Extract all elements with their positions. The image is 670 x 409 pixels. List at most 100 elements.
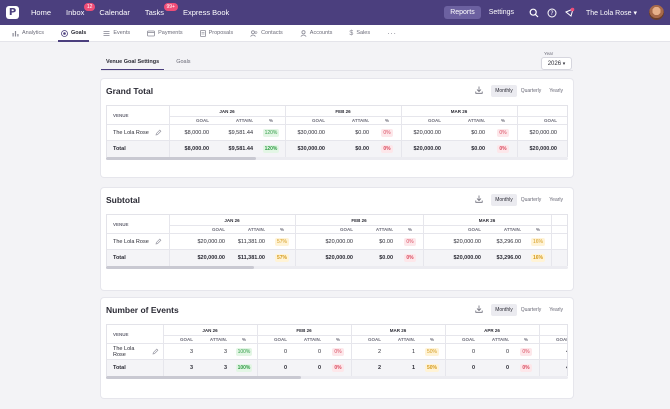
attained-value: $9,581.44 (228, 146, 253, 152)
card-icon (147, 30, 156, 36)
row-divider (107, 359, 567, 360)
more-icon: ··· (387, 28, 397, 38)
goal-value: $20,000.00 (529, 146, 557, 152)
period-yearly-button[interactable]: Yearly (549, 307, 563, 313)
horizontal-scroll-track[interactable] (106, 157, 568, 160)
month-separator (169, 106, 170, 157)
nav-reports[interactable]: Reports (444, 6, 481, 19)
contacts-icon (250, 29, 258, 37)
total-label: Total (113, 365, 126, 371)
card-title: Number of Events (106, 305, 179, 315)
more-tabs-button[interactable]: ··· (387, 25, 397, 42)
tab-sales[interactable]: $ Sales (349, 29, 371, 37)
goal-value: $20,000.00 (453, 255, 481, 261)
download-icon[interactable] (475, 86, 483, 96)
percent-badge: 16% (530, 238, 545, 246)
horizontal-scroll-track[interactable] (106, 376, 568, 379)
horizontal-scrollbar[interactable] (106, 376, 301, 379)
month-header: JAN 26 (219, 108, 235, 114)
nav-inbox[interactable]: Inbox 12 (66, 3, 96, 17)
month-header: FEB 26 (335, 108, 351, 114)
goal-value: $20,000.00 (413, 130, 441, 136)
period-yearly-button[interactable]: Yearly (549, 88, 563, 94)
period-monthly-button[interactable]: Monthly (491, 304, 517, 316)
attained-value: 0 (317, 365, 321, 371)
inbox-badge: 12 (83, 3, 96, 11)
column-header-pct: % (384, 117, 389, 123)
year-select[interactable]: 2026 ▾ (541, 57, 572, 70)
attainment-percent: 0% (489, 141, 517, 157)
attained-value: 1 (411, 365, 415, 371)
period-monthly-button[interactable]: Monthly (491, 85, 517, 97)
tab-analytics[interactable]: Analytics (12, 25, 44, 42)
notifications-icon[interactable] (564, 7, 575, 18)
venue-column-header: VENUE (113, 221, 129, 227)
goal-card: Grand Total Monthly Quarterly Yearly VENUE Th… (101, 79, 573, 177)
edit-pencil-icon[interactable] (155, 238, 162, 247)
percent-badge: 0% (404, 238, 416, 246)
tab-payments[interactable]: Payments (147, 25, 183, 42)
period-toggle: Monthly Quarterly Yearly (491, 194, 567, 206)
period-monthly-button[interactable]: Monthly (491, 194, 517, 206)
edit-pencil-icon[interactable] (155, 129, 162, 138)
goal-value: $30,000.00 (297, 130, 325, 136)
horizontal-scrollbar[interactable] (106, 266, 254, 269)
column-header-attain: ATTAIN. (561, 116, 567, 124)
month-header: APR 26 (484, 327, 500, 333)
venue-name-label: The Lola Rose (113, 130, 149, 136)
venue-name: The Lola Rose (107, 125, 169, 141)
tab-accounts[interactable]: Accounts (300, 25, 332, 42)
download-icon[interactable] (475, 305, 483, 315)
percent-badge: 100% (235, 364, 253, 372)
percent-badge: 0% (497, 129, 509, 137)
nav-tasks[interactable]: Tasks 99+ (145, 3, 178, 17)
document-icon (199, 29, 206, 37)
percent-badge: 0% (381, 145, 393, 153)
tab-venue-goal-settings[interactable]: Venue Goal Settings (101, 54, 165, 70)
attained-value: $0.00 (471, 146, 485, 152)
nav-settings[interactable]: Settings (488, 9, 514, 16)
column-header-attain: ATTAIN. (303, 336, 321, 342)
edit-pencil-icon[interactable] (152, 348, 159, 357)
column-header-pct: % (407, 226, 412, 232)
month-separator (423, 215, 424, 266)
goals-table: VENUE The Lola Rose Total JAN 26 GOAL $8,000.… (106, 105, 568, 157)
period-yearly-button[interactable]: Yearly (549, 197, 563, 203)
help-icon[interactable]: ? (546, 7, 557, 18)
user-menu[interactable]: The Lola Rose ▾ (586, 9, 637, 17)
nav-home[interactable]: Home (31, 8, 52, 17)
goal-value: $20,000.00 (197, 239, 225, 245)
month-header: APR 26 (517, 106, 567, 116)
tab-contacts[interactable]: Contacts (250, 25, 283, 42)
svg-text:?: ? (550, 10, 553, 17)
period-quarterly-button[interactable]: Quarterly (520, 307, 542, 313)
attained-value: 1 (411, 349, 415, 355)
tab-proposals[interactable]: Proposals (199, 25, 233, 42)
analytics-icon (12, 30, 19, 36)
tab-goals-list[interactable]: Goals (176, 59, 191, 65)
tab-events[interactable]: Events (103, 25, 130, 42)
avatar[interactable] (649, 5, 664, 20)
column-header-goal: GOAL (551, 225, 567, 233)
period-quarterly-button[interactable]: Quarterly (520, 197, 542, 203)
horizontal-scrollbar[interactable] (106, 157, 256, 160)
nav-calendar[interactable]: Calendar (99, 8, 130, 17)
chevron-down-icon: ▾ (562, 60, 566, 67)
percent-badge: 0% (381, 129, 393, 137)
attained-value: $0.00 (471, 130, 485, 136)
year-filter: Year 2026 ▾ (541, 51, 572, 70)
tab-goals[interactable]: Goals (57, 25, 90, 42)
search-icon[interactable] (528, 7, 539, 18)
column-header-pct: % (429, 336, 434, 342)
attainment-percent: 0% (373, 141, 401, 157)
column-header-pct: % (335, 336, 340, 342)
month-header: MAY 26 (539, 325, 567, 335)
nav-express-book[interactable]: Express Book (182, 8, 230, 17)
month-header: JAN 26 (224, 217, 240, 223)
period-quarterly-button[interactable]: Quarterly (520, 88, 542, 94)
column-header-goal: GOAL (428, 117, 441, 123)
horizontal-scroll-track[interactable] (106, 266, 568, 269)
goal-value: $20,000.00 (551, 250, 567, 266)
app-logo[interactable]: P (6, 6, 19, 19)
download-icon[interactable] (475, 195, 483, 205)
